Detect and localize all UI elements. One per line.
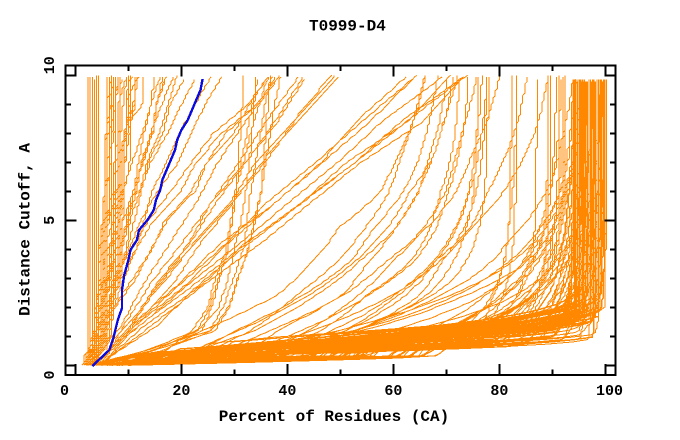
svg-text:20: 20 — [172, 383, 190, 400]
svg-text:80: 80 — [490, 383, 508, 400]
svg-text:5: 5 — [42, 216, 59, 225]
svg-text:10: 10 — [42, 56, 59, 74]
svg-text:Percent of Residues (CA): Percent of Residues (CA) — [219, 408, 449, 426]
svg-text:T0999-D4: T0999-D4 — [309, 18, 386, 36]
svg-text:Distance Cutoff, A: Distance Cutoff, A — [17, 143, 35, 316]
svg-text:0: 0 — [42, 370, 59, 379]
svg-text:40: 40 — [278, 383, 296, 400]
svg-text:100: 100 — [596, 383, 623, 400]
svg-text:60: 60 — [384, 383, 402, 400]
svg-text:0: 0 — [60, 383, 69, 400]
